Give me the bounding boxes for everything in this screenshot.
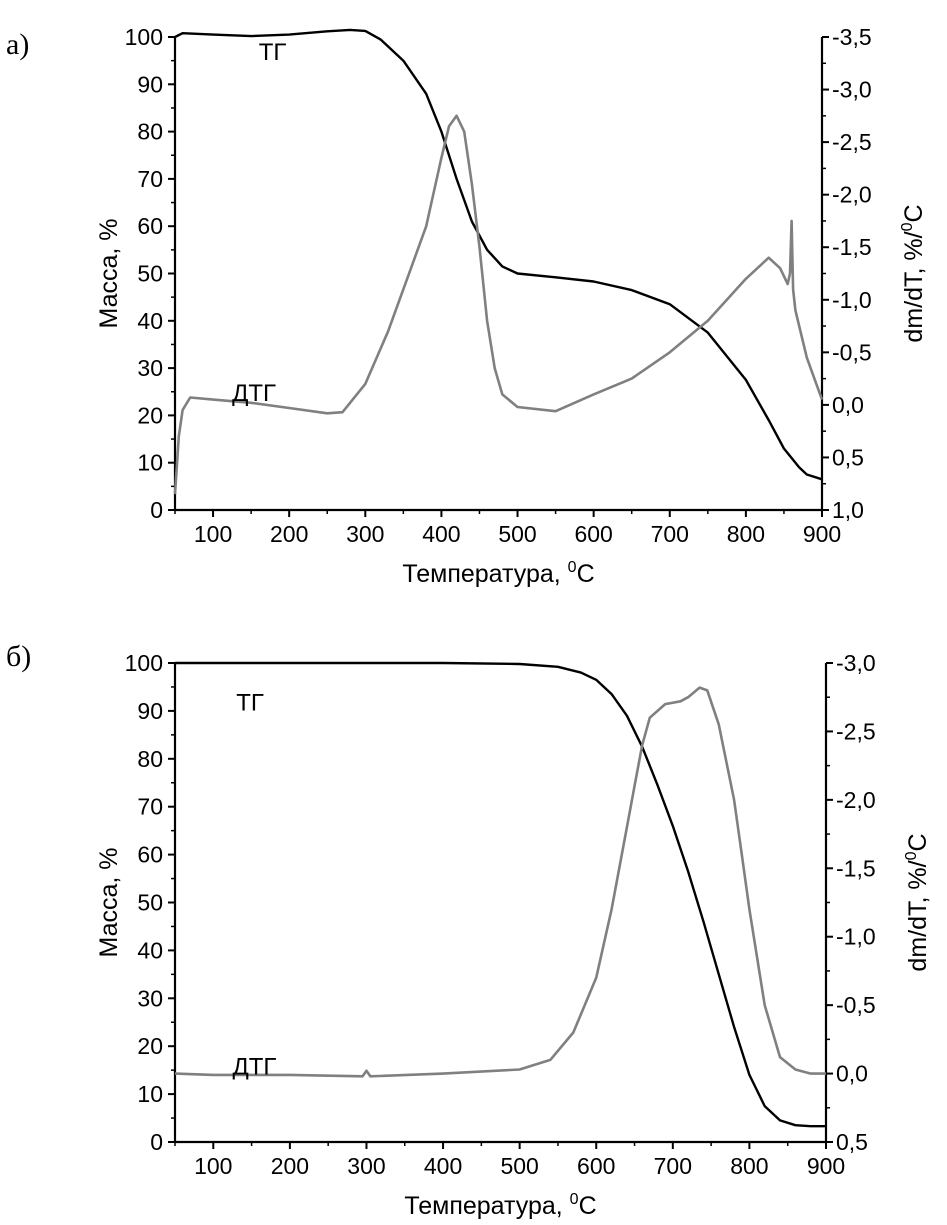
y2-tick-label: 1,0 bbox=[832, 497, 864, 523]
y-tick-label: 90 bbox=[137, 71, 163, 97]
y2-tick-label: -3,0 bbox=[836, 650, 876, 676]
y-tick-label: 0 bbox=[150, 497, 163, 523]
x-tick-label: 600 bbox=[574, 521, 612, 547]
x-axis-title-sup: 0 bbox=[570, 1191, 579, 1208]
y2-tick-label: -1,0 bbox=[832, 287, 872, 313]
y2-axis-title: dm/dT, %/0C bbox=[903, 833, 932, 971]
x-tick-label: 300 bbox=[346, 521, 384, 547]
y-tick-label: 0 bbox=[150, 1129, 163, 1155]
x-tick-label: 800 bbox=[727, 521, 765, 547]
y-tick-label: 20 bbox=[137, 402, 163, 428]
panel-b-label: б) bbox=[6, 640, 31, 673]
chart-a: 100 200 300 400 500 600 700 800 9000102030405060… bbox=[95, 24, 928, 588]
y-tick-label: 50 bbox=[137, 261, 163, 287]
y-tick-label: 100 bbox=[125, 24, 163, 50]
x-tick-label: 100 bbox=[194, 1153, 232, 1179]
y-tick-label: 40 bbox=[137, 937, 163, 963]
x-tick-label: 300 bbox=[347, 1153, 385, 1179]
panel-a-label: а) bbox=[6, 28, 29, 61]
y-axis-title: Масса, % bbox=[95, 218, 123, 328]
y-tick-label: 10 bbox=[137, 450, 163, 476]
y-tick-label: 60 bbox=[137, 213, 163, 239]
y2-tick-label: -1,5 bbox=[832, 234, 872, 260]
y2-tick-label: -1,0 bbox=[836, 924, 876, 950]
y-tick-label: 10 bbox=[137, 1081, 163, 1107]
x-tick-label: 100 bbox=[194, 521, 232, 547]
x-tick-label: 600 bbox=[577, 1153, 615, 1179]
x-axis-title-text: Температура, bbox=[404, 1192, 569, 1220]
y2-tick-label: -3,0 bbox=[832, 77, 872, 103]
x-tick-label: 500 bbox=[500, 1153, 538, 1179]
x-tick-label: 900 bbox=[803, 521, 841, 547]
annotation-label: ДТГ bbox=[232, 1053, 276, 1080]
annotation-label: ТГ bbox=[236, 689, 264, 716]
y2-axis-title: dm/dT, %/0C bbox=[899, 204, 928, 342]
x-tick-label: 700 bbox=[654, 1153, 692, 1179]
x-axis-title-tail: C bbox=[579, 1192, 597, 1220]
y2-axis-title-tail: C bbox=[904, 833, 932, 851]
y2-tick-label: -2,5 bbox=[832, 129, 872, 155]
y2-tick-label: -2,0 bbox=[836, 787, 876, 813]
y2-tick-label: 0,0 bbox=[836, 1061, 868, 1087]
x-axis-title: Температура, 0C bbox=[402, 559, 594, 588]
series-line-tg bbox=[174, 28, 823, 481]
series-line-dtg bbox=[174, 686, 826, 1078]
y2-tick-label: -0,5 bbox=[832, 339, 872, 365]
y-tick-label: 70 bbox=[137, 794, 163, 820]
y2-tick-label: 0,0 bbox=[832, 392, 864, 418]
y-tick-label: 50 bbox=[137, 890, 163, 916]
y2-axis-title-text: dm/dT, %/ bbox=[904, 860, 932, 971]
y-tick-label: 80 bbox=[137, 746, 163, 772]
chart-b: 100 200 300 400 500 600 700 800 9000102030405060… bbox=[95, 650, 932, 1220]
y-tick-label: 40 bbox=[137, 308, 163, 334]
y-tick-label: 20 bbox=[137, 1033, 163, 1059]
x-tick-label: 500 bbox=[498, 521, 536, 547]
y2-axis-title-sup: 0 bbox=[903, 851, 920, 860]
y-tick-label: 60 bbox=[137, 842, 163, 868]
y-tick-label: 70 bbox=[137, 166, 163, 192]
x-tick-label: 400 bbox=[424, 1153, 462, 1179]
series-line-tg bbox=[175, 661, 826, 1128]
x-axis-title: Температура, 0C bbox=[404, 1191, 596, 1220]
y2-tick-label: -2,0 bbox=[832, 182, 872, 208]
x-tick-label: 200 bbox=[270, 521, 308, 547]
y2-tick-label: -3,5 bbox=[832, 24, 872, 50]
y2-tick-label: -0,5 bbox=[836, 992, 876, 1018]
y-axis-title: Масса, % bbox=[95, 847, 123, 957]
y2-axis-title-tail: C bbox=[900, 204, 928, 222]
annotation-label: ДТГ bbox=[232, 380, 276, 407]
x-tick-label: 400 bbox=[422, 521, 460, 547]
annotation-label: ТГ bbox=[259, 39, 287, 66]
x-tick-label: 200 bbox=[271, 1153, 309, 1179]
y-tick-label: 30 bbox=[137, 355, 163, 381]
series-line-dtg bbox=[173, 114, 824, 495]
y2-tick-label: 0,5 bbox=[832, 444, 864, 470]
x-axis-title-sup: 0 bbox=[568, 559, 577, 576]
y2-axis-title-sup: 0 bbox=[899, 222, 916, 231]
y2-tick-label: -2,5 bbox=[836, 718, 876, 744]
x-axis-title-text: Температура, bbox=[402, 560, 567, 588]
y2-axis-title-text: dm/dT, %/ bbox=[900, 231, 928, 342]
x-tick-label: 800 bbox=[730, 1153, 768, 1179]
y-tick-label: 30 bbox=[137, 985, 163, 1011]
y-tick-label: 80 bbox=[137, 119, 163, 145]
y2-tick-label: 0,5 bbox=[836, 1129, 868, 1155]
x-tick-label: 700 bbox=[651, 521, 689, 547]
y2-tick-label: -1,5 bbox=[836, 855, 876, 881]
y-tick-label: 90 bbox=[137, 698, 163, 724]
y-tick-label: 100 bbox=[125, 650, 163, 676]
x-axis-title-tail: C bbox=[577, 560, 595, 588]
x-tick-label: 900 bbox=[807, 1153, 845, 1179]
